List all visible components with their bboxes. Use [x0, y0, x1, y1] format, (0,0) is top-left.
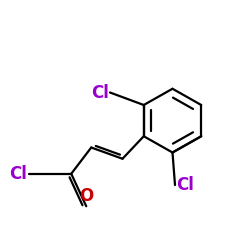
Text: O: O	[79, 187, 94, 205]
Text: Cl: Cl	[10, 165, 28, 183]
Text: Cl: Cl	[176, 176, 194, 194]
Text: Cl: Cl	[91, 84, 109, 102]
